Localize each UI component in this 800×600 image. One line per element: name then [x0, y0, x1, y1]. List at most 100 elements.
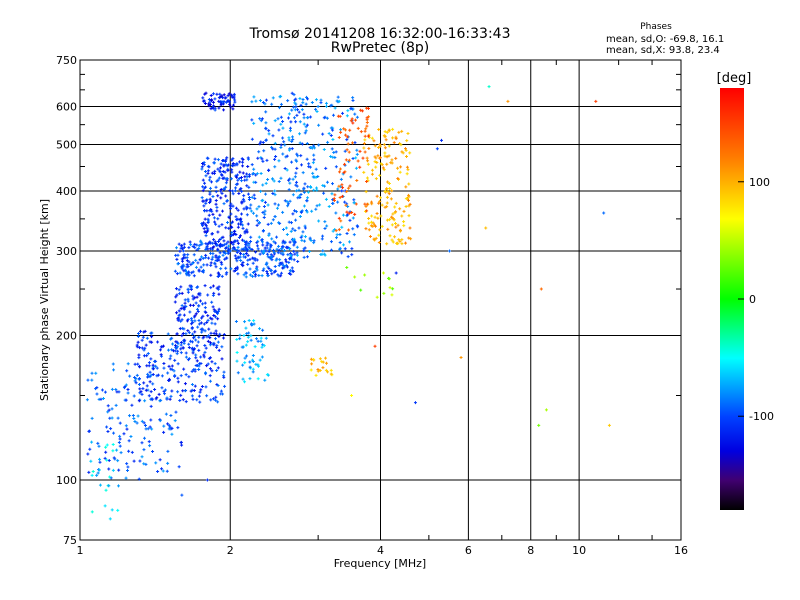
data-point	[345, 135, 349, 139]
data-point	[235, 337, 239, 341]
data-point	[105, 443, 109, 447]
data-point	[156, 373, 160, 377]
data-point	[207, 165, 211, 169]
data-point	[181, 332, 185, 336]
data-point	[208, 247, 212, 251]
data-point	[208, 367, 212, 371]
data-point	[277, 203, 281, 207]
data-point	[217, 99, 221, 103]
data-point	[219, 267, 223, 271]
data-point	[193, 367, 197, 371]
data-point	[167, 364, 171, 368]
data-point	[302, 112, 306, 116]
data-point	[258, 358, 262, 362]
data-point	[408, 226, 412, 230]
data-point	[241, 260, 245, 264]
data-point	[143, 399, 147, 403]
data-point	[158, 458, 162, 462]
data-point	[108, 416, 112, 420]
data-point	[211, 305, 215, 309]
data-point	[393, 205, 397, 209]
data-point	[216, 167, 220, 171]
data-point	[265, 261, 269, 265]
data-point	[187, 260, 191, 264]
data-point	[222, 176, 226, 180]
data-point	[202, 353, 206, 357]
data-point	[222, 336, 226, 340]
data-point	[264, 138, 268, 142]
data-point	[210, 369, 214, 373]
y-tick-label: 500	[56, 139, 77, 152]
data-point	[155, 374, 159, 378]
data-point	[185, 259, 189, 263]
data-point	[119, 451, 123, 455]
data-point	[338, 196, 342, 200]
data-point	[209, 331, 213, 335]
data-point	[341, 213, 345, 217]
data-point	[347, 158, 351, 162]
data-point	[238, 187, 242, 191]
data-point	[214, 254, 218, 258]
data-point	[150, 335, 154, 339]
data-point	[292, 258, 296, 262]
data-point	[166, 449, 170, 453]
data-point	[230, 158, 234, 162]
data-point	[367, 228, 371, 232]
data-point	[303, 226, 307, 230]
data-point	[210, 360, 214, 364]
data-point	[269, 221, 273, 225]
data-point	[213, 220, 217, 224]
data-point	[245, 213, 249, 217]
data-point	[176, 376, 180, 380]
data-point	[413, 401, 417, 405]
data-point	[537, 423, 541, 427]
data-point	[290, 147, 294, 151]
data-point	[230, 95, 234, 99]
data-point	[209, 261, 213, 265]
data-point	[317, 143, 321, 147]
data-point	[190, 326, 194, 330]
data-point	[261, 141, 265, 145]
data-point	[203, 101, 207, 105]
data-point	[173, 358, 177, 362]
data-point	[178, 271, 182, 275]
data-point	[377, 201, 381, 205]
data-point	[378, 199, 382, 203]
data-point	[602, 211, 606, 215]
data-point	[245, 172, 249, 176]
data-point	[385, 187, 389, 191]
data-point	[203, 209, 207, 213]
data-point	[245, 354, 249, 358]
data-point	[176, 390, 180, 394]
data-point	[234, 182, 238, 186]
data-point	[255, 337, 259, 341]
data-point	[229, 177, 233, 181]
data-point	[191, 397, 195, 401]
data-point	[244, 247, 248, 251]
data-point	[388, 286, 392, 290]
data-point	[246, 222, 250, 226]
x-tick-label: 4	[377, 544, 384, 557]
data-point	[147, 361, 151, 365]
data-point	[292, 93, 296, 97]
data-point	[210, 300, 214, 304]
data-point	[215, 209, 219, 213]
data-point	[163, 388, 167, 392]
data-point	[390, 216, 394, 220]
data-point	[343, 128, 347, 132]
data-point	[304, 125, 308, 129]
data-point	[228, 249, 232, 253]
data-point	[314, 167, 318, 171]
data-point	[407, 204, 411, 208]
data-point	[191, 332, 195, 336]
data-point	[399, 143, 403, 147]
data-point	[229, 267, 233, 271]
data-point	[247, 319, 251, 323]
data-point	[182, 327, 186, 331]
data-point	[214, 315, 218, 319]
data-point	[213, 157, 217, 161]
data-point	[204, 224, 208, 228]
data-point	[217, 348, 221, 352]
data-point	[285, 154, 289, 158]
data-point	[350, 210, 354, 214]
